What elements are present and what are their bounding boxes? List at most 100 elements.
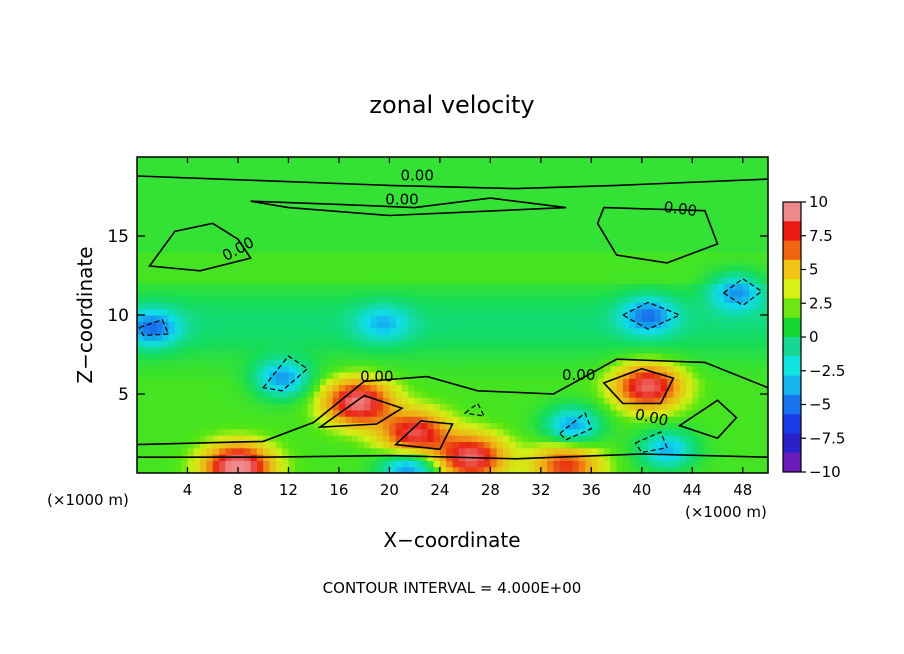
field-cell (269, 409, 277, 417)
field-cell (496, 226, 504, 234)
field-cell (496, 258, 504, 266)
field-cell (761, 371, 768, 379)
field-cell (704, 277, 712, 284)
field-cell (288, 220, 296, 228)
field-cell (749, 416, 756, 424)
field-cell (471, 466, 479, 473)
field-cell (673, 232, 681, 240)
field-cell (622, 245, 630, 253)
field-cell (553, 359, 561, 367)
field-cell (269, 359, 277, 367)
field-cell (528, 428, 536, 436)
field-cell (212, 207, 220, 215)
field-cell (559, 321, 567, 329)
field-cell (660, 264, 668, 272)
field-cell (345, 283, 353, 291)
field-cell (622, 340, 630, 348)
field-cell (711, 378, 719, 386)
field-cell (629, 359, 637, 367)
field-cell (578, 384, 586, 392)
field-cell (458, 270, 466, 278)
field-cell (471, 245, 479, 253)
field-cell (490, 251, 498, 259)
field-cell (673, 371, 681, 379)
field-cell (761, 264, 768, 272)
field-cell (641, 194, 649, 202)
field-cell (433, 384, 441, 392)
field-cell (332, 378, 340, 386)
field-cell (685, 428, 693, 436)
field-cell (723, 428, 731, 436)
field-cell (540, 428, 548, 436)
field-cell (446, 435, 454, 442)
field-cell (465, 239, 473, 247)
field-cell (660, 327, 668, 335)
field-cell (282, 397, 290, 405)
field-cell (288, 327, 296, 335)
field-cell (736, 340, 744, 348)
field-cell (200, 270, 208, 278)
field-cell (502, 213, 510, 221)
field-cell (408, 454, 416, 461)
field-cell (761, 340, 768, 348)
field-cell (370, 169, 378, 177)
field-cell (137, 182, 144, 190)
field-cell (427, 365, 435, 373)
field-cell (376, 384, 384, 392)
field-cell (319, 428, 327, 436)
field-cell (553, 327, 561, 335)
field-cell (155, 264, 163, 272)
field-cell (402, 175, 409, 183)
field-cell (654, 409, 662, 417)
field-cell (263, 340, 271, 348)
field-cell (143, 321, 151, 329)
field-cell (540, 289, 548, 297)
field-cell (212, 409, 220, 417)
field-cell (458, 460, 466, 468)
field-cell (376, 365, 384, 373)
field-cell (610, 315, 618, 322)
field-cell (477, 289, 485, 297)
field-cell (761, 384, 768, 392)
field-cell (610, 251, 618, 259)
field-cell (603, 340, 611, 348)
field-cell (667, 232, 674, 240)
field-cell (319, 333, 327, 341)
field-cell (446, 264, 454, 272)
field-cell (730, 213, 738, 221)
field-cell (635, 277, 643, 284)
field-cell (225, 251, 233, 259)
field-cell (301, 321, 308, 329)
field-cell (465, 371, 473, 379)
field-cell (736, 226, 744, 234)
field-cell (149, 188, 157, 196)
field-cell (755, 277, 763, 284)
field-cell (313, 333, 321, 341)
field-cell (629, 371, 637, 379)
field-cell (496, 397, 504, 405)
field-cell (761, 359, 768, 367)
field-cell (761, 213, 768, 221)
field-cell (603, 422, 611, 430)
field-cell (521, 359, 529, 367)
field-cell (200, 251, 208, 259)
field-cell (143, 239, 151, 247)
field-cell (730, 409, 738, 417)
field-cell (578, 277, 586, 284)
field-cell (648, 157, 656, 164)
field-cell (458, 409, 466, 417)
field-cell (755, 390, 763, 398)
field-cell (364, 302, 372, 310)
field-cell (288, 289, 296, 297)
field-cell (452, 207, 460, 215)
field-cell (591, 409, 599, 417)
field-cell (648, 422, 656, 430)
field-cell (244, 245, 252, 253)
field-cell (477, 239, 485, 247)
field-cell (585, 258, 592, 266)
field-cell (547, 409, 555, 417)
field-cell (723, 182, 731, 190)
field-cell (219, 264, 226, 272)
field-cell (484, 403, 491, 411)
field-cell (452, 258, 460, 266)
